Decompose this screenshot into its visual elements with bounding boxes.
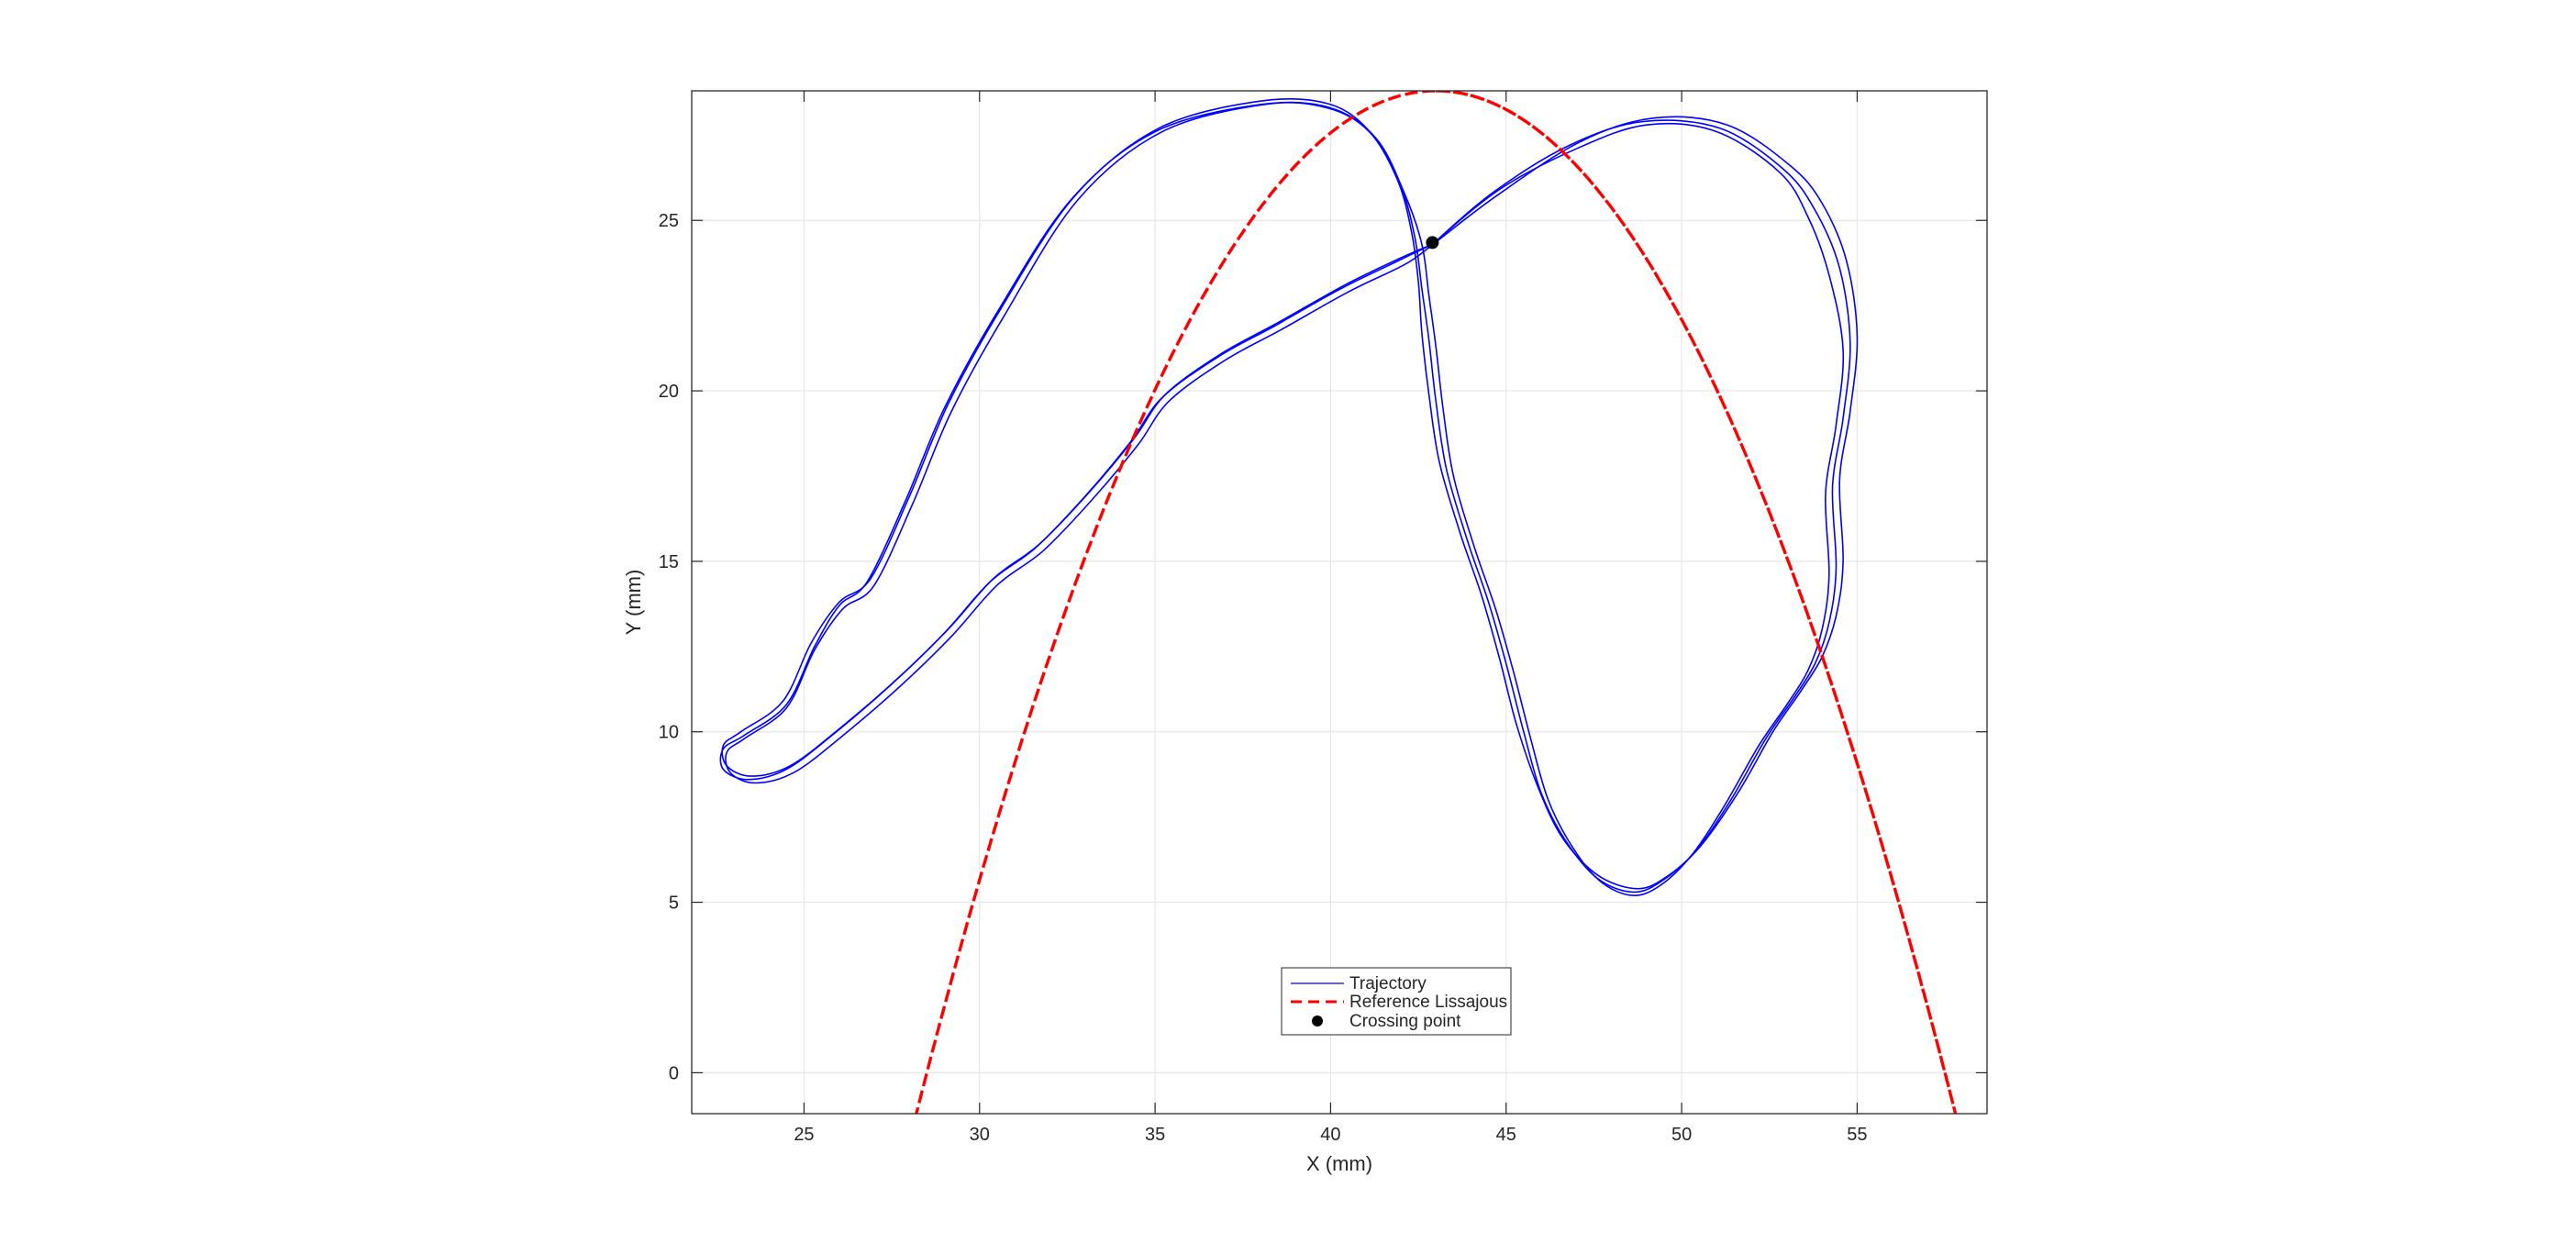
x-tick-label: 50 — [1671, 1125, 1692, 1145]
plot-area — [719, 91, 1958, 1114]
y-tick-label: 20 — [659, 382, 679, 402]
series-group — [719, 91, 1958, 1114]
legend-reference-label: Reference Lissajous — [1349, 993, 1507, 1012]
y-tick-label: 0 — [669, 1063, 679, 1083]
ticks: 25 30 35 40 45 50 55 0 5 10 15 20 25 — [659, 91, 1987, 1145]
y-tick-label: 10 — [659, 723, 679, 743]
trajectory-line-pass-3 — [725, 101, 1859, 890]
legend-trajectory-label: Trajectory — [1349, 974, 1427, 993]
x-tick-label: 30 — [970, 1125, 990, 1145]
axes-background — [692, 91, 1987, 1114]
y-tick-label: 15 — [659, 552, 679, 572]
y-axis-label: Y (mm) — [622, 570, 645, 636]
x-axis-label: X (mm) — [1306, 1152, 1372, 1175]
axes-box — [691, 90, 1988, 1115]
legend: Trajectory Reference Lissajous Crossing … — [1281, 967, 1512, 1036]
x-tick-label: 45 — [1496, 1125, 1516, 1145]
y-tick-label: 25 — [659, 211, 679, 231]
trajectory-line-pass-2 — [721, 98, 1851, 893]
grid — [692, 91, 1987, 1114]
reference-lissajous-line — [915, 91, 1958, 1114]
x-tick-label: 35 — [1145, 1125, 1165, 1145]
legend-crossing-marker — [1312, 1015, 1323, 1027]
x-tick-label: 25 — [794, 1125, 814, 1145]
crossing-point-marker — [1426, 236, 1439, 250]
legend-crossing-label: Crossing point — [1349, 1012, 1461, 1031]
x-tick-label: 40 — [1320, 1125, 1340, 1145]
y-tick-label: 5 — [669, 893, 679, 914]
x-tick-label: 55 — [1847, 1125, 1867, 1145]
